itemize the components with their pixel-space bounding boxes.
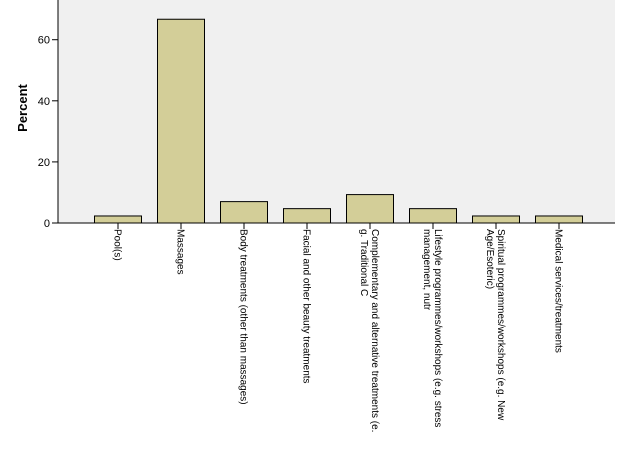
x-tick-label: Medical services/treatments — [553, 229, 564, 353]
bar-4 — [283, 208, 331, 224]
bar-5 — [346, 194, 394, 224]
x-tick-label: Body treatments (other than massages) — [238, 229, 249, 405]
y-tick-label: 20 — [38, 157, 50, 169]
x-tick-label: Facial and other beauty treatments — [301, 229, 312, 384]
bars-layer — [94, 18, 583, 224]
x-axis-ticks: Pool(s) Massages Body treatments (other th… — [112, 223, 564, 432]
x-tick-label-line: g. Traditional C — [358, 229, 369, 296]
y-tick-label: 0 — [44, 218, 50, 230]
x-tick-label: Massages — [175, 229, 186, 275]
bar-7 — [472, 215, 520, 224]
plot-area — [58, 0, 615, 223]
bar-8 — [535, 215, 583, 224]
x-tick-label-line: Complementary and alternative treatments… — [369, 229, 380, 432]
x-tick-label: Lifestyle programmes/workshops (e.g. str… — [421, 229, 443, 427]
x-tick-label-line: Body treatments (other than massages) — [238, 229, 249, 405]
x-tick-label: Spiritual programmes/workshops (e.g. New… — [484, 229, 506, 421]
x-tick-label: Pool(s) — [112, 229, 123, 261]
y-tick-label: 60 — [38, 35, 50, 47]
y-tick-label: 40 — [38, 96, 50, 108]
x-tick-label-line: Pool(s) — [112, 229, 123, 261]
x-tick-label-line: Lifestyle programmes/workshops (e.g. str… — [432, 229, 443, 427]
y-axis-label: Percent — [15, 83, 30, 131]
bar-3 — [220, 201, 268, 224]
x-tick-label-line: Spiritual programmes/workshops (e.g. New — [495, 229, 506, 421]
x-tick-label-line: management, nutr — [421, 229, 432, 311]
bar-2 — [157, 18, 205, 224]
x-tick-label-line: Age/Esoteric) — [484, 229, 495, 289]
x-tick-label: Complementary and alternative treatments… — [358, 229, 380, 432]
y-axis-ticks: 0 20 40 60 — [38, 35, 58, 230]
x-tick-label-line: Medical services/treatments — [553, 229, 564, 353]
bar-1 — [94, 215, 142, 224]
x-tick-label-line: Facial and other beauty treatments — [301, 229, 312, 384]
x-tick-label-line: Massages — [175, 229, 186, 275]
bar-6 — [409, 208, 457, 224]
